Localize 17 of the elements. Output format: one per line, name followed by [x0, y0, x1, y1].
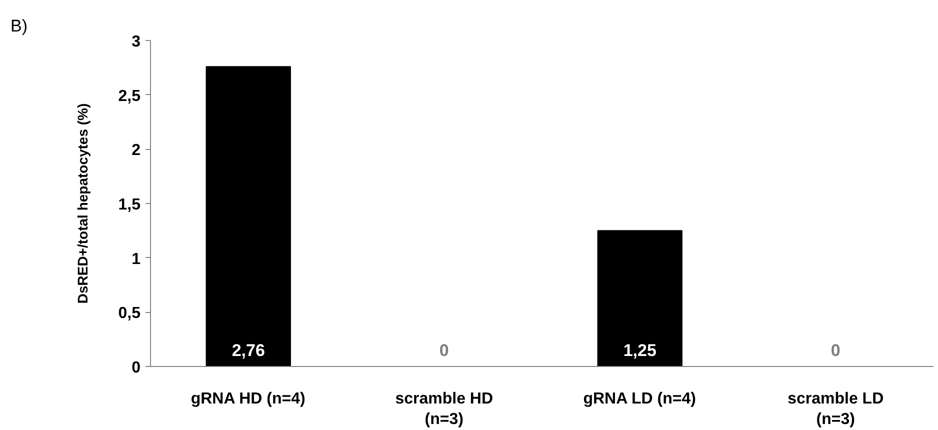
- text: B): [10, 16, 28, 36]
- x-tick-label: scramble LD (n=3): [788, 390, 884, 428]
- x-tick-label: scramble HD (n=3): [395, 390, 494, 428]
- y-tick-label: 0,5: [118, 305, 141, 322]
- data-label: 0: [830, 341, 840, 360]
- x-tick-label: gRNA LD (n=4): [583, 390, 696, 408]
- y-tick-label: 3: [132, 34, 141, 50]
- y-tick-label: 1: [132, 250, 141, 268]
- y-tick-label: 2,5: [118, 88, 141, 105]
- data-label: 1,25: [623, 341, 656, 360]
- y-axis-title: DsRED+/total hepatocytes (%): [74, 103, 90, 304]
- y-tick-label: 2: [132, 142, 141, 160]
- data-label: 2,76: [232, 341, 265, 360]
- x-tick-label: gRNA HD (n=4): [190, 390, 306, 408]
- y-tick-label: 1,5: [118, 196, 141, 214]
- y-tick-label: 0: [132, 360, 141, 376]
- data-label: 0: [439, 341, 449, 360]
